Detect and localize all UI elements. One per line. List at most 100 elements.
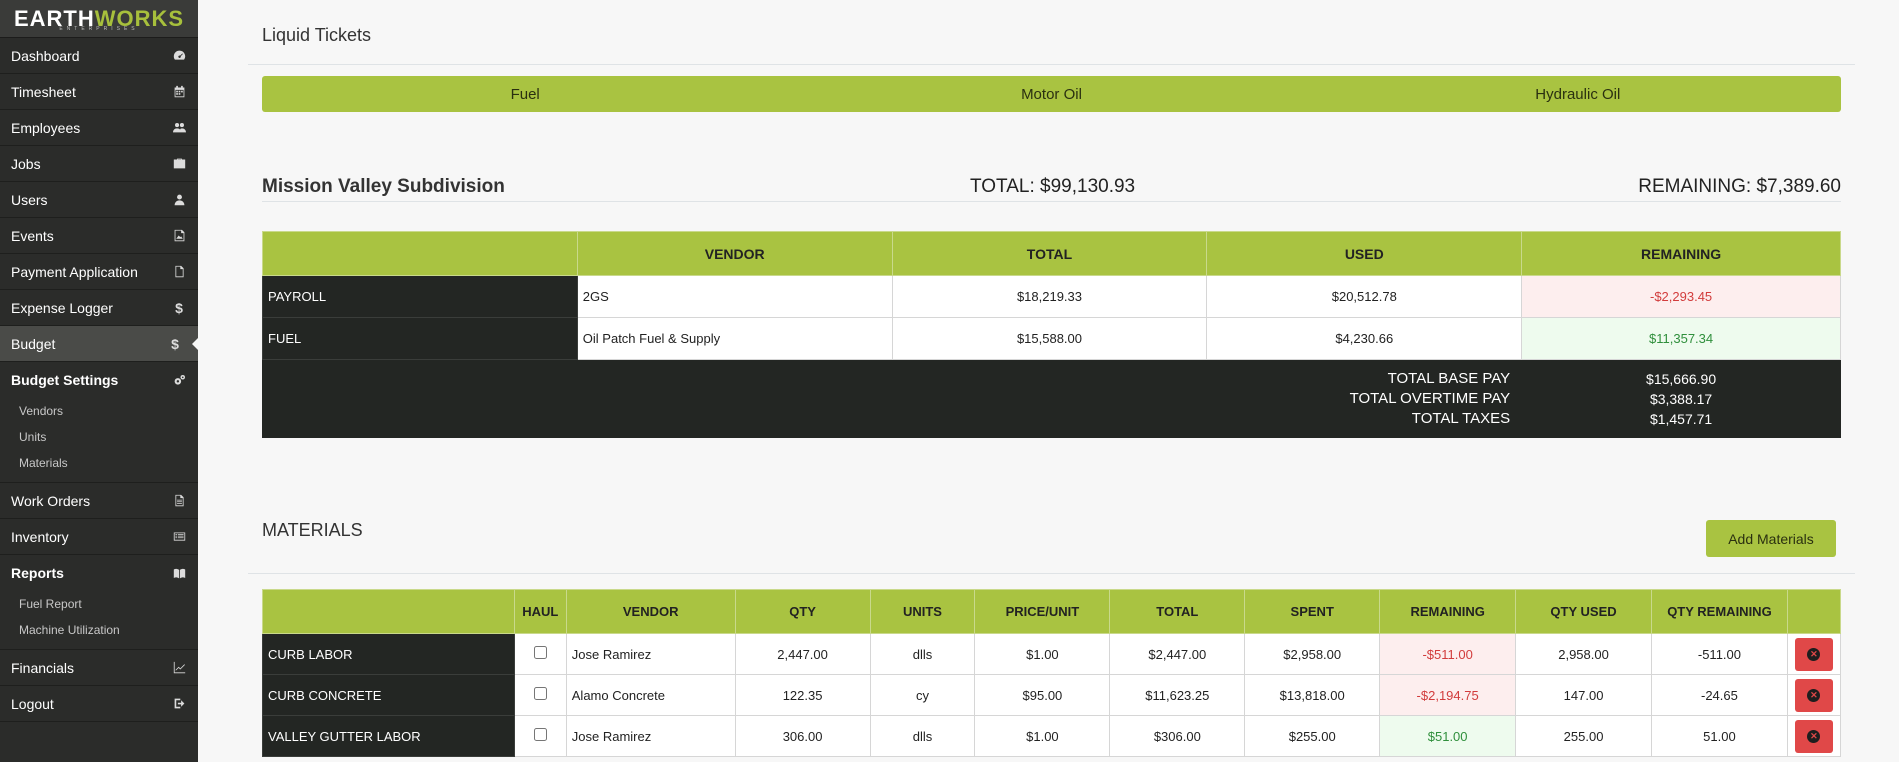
column-header: USED (1206, 231, 1523, 276)
used-cell: $4,230.66 (1206, 317, 1523, 360)
sidebar-item-employees[interactable]: Employees (0, 110, 198, 146)
image-icon (172, 229, 186, 243)
sidebar-item-label: Payment Application (11, 263, 138, 280)
book-icon (172, 566, 186, 580)
column-header (262, 589, 515, 634)
materials-title: MATERIALS (262, 520, 363, 540)
sidebar-item-inventory[interactable]: Inventory (0, 519, 198, 555)
logo[interactable]: EARTHWORKS ENTERPRISES (0, 0, 198, 38)
divider (248, 573, 1855, 574)
sidebar-item-budget-settings[interactable]: Budget Settings (0, 362, 198, 398)
sidebar-item-label: Events (11, 227, 54, 244)
dollar-icon: $ (171, 335, 179, 352)
haul-checkbox[interactable] (533, 646, 547, 659)
remaining-cell: -$2,194.75 (1379, 674, 1517, 716)
delete-button[interactable]: ✕ (1794, 719, 1833, 753)
totals-labels: TOTAL BASE PAY TOTAL OVERTIME PAY TOTAL … (261, 359, 1523, 438)
delete-button[interactable]: ✕ (1794, 678, 1833, 712)
close-circle-icon: ✕ (1807, 647, 1821, 661)
haul-checkbox[interactable] (533, 687, 547, 700)
qty-used-cell: 255.00 (1515, 715, 1652, 757)
price-cell: $95.00 (974, 674, 1111, 716)
column-header: HAUL (513, 589, 567, 634)
table-row: CURB LABOR Jose Ramirez 2,447.00 dlls $1… (262, 633, 1842, 675)
logo-text-right: WORKS (94, 5, 185, 31)
user-icon (172, 193, 186, 207)
line-chart-icon (172, 661, 186, 675)
total-cell: $306.00 (1109, 715, 1246, 757)
tab-hydraulic-oil[interactable]: Hydraulic Oil (1535, 85, 1621, 103)
column-header: PRICE/UNIT (974, 589, 1111, 634)
row-label: FUEL (262, 317, 578, 360)
sidebar-item-users[interactable]: Users (0, 182, 198, 218)
delete-button[interactable]: ✕ (1794, 637, 1833, 671)
sidebar-item-label: Users (11, 191, 48, 208)
column-header: VENDOR (576, 231, 893, 276)
tab-fuel[interactable]: Fuel (510, 85, 540, 103)
sidebar-subitem-machine-utilization[interactable]: Machine Utilization (19, 623, 120, 637)
materials-table: HAUL VENDOR QTY UNITS PRICE/UNIT TOTAL S… (262, 589, 1842, 757)
job-name: Mission Valley Subdivision (262, 175, 505, 197)
sidebar-item-label: Budget Settings (11, 372, 119, 388)
list-icon (172, 530, 186, 544)
job-remaining: REMAINING: $7,389.60 (1638, 175, 1841, 197)
column-header: QTY (734, 589, 871, 634)
vendor-cell: Jose Ramirez (565, 715, 736, 757)
add-materials-button[interactable]: Add Materials (1706, 520, 1836, 557)
sidebar-item-dashboard[interactable]: Dashboard (0, 38, 198, 74)
total-taxes-value: $1,457.71 (1649, 410, 1713, 427)
file-icon (172, 265, 186, 279)
sidebar-item-label: Employees (11, 119, 81, 136)
sidebar-item-label: Financials (11, 659, 75, 676)
dollar-icon: $ (175, 299, 183, 316)
row-label: CURB CONCRETE (262, 674, 515, 716)
table-header-row: HAUL VENDOR QTY UNITS PRICE/UNIT TOTAL S… (262, 589, 1842, 634)
tab-motor-oil[interactable]: Motor Oil (1021, 85, 1082, 103)
close-circle-icon: ✕ (1807, 688, 1821, 702)
spent-cell: $2,958.00 (1244, 633, 1381, 675)
sidebar-item-jobs[interactable]: Jobs (0, 146, 198, 182)
sidebar-subitem-vendors[interactable]: Vendors (19, 404, 64, 418)
units-cell: cy (869, 674, 976, 716)
totals-row: TOTAL BASE PAY TOTAL OVERTIME PAY TOTAL … (261, 359, 1841, 438)
total-overtime-pay-label: TOTAL OVERTIME PAY (1349, 389, 1511, 407)
table-row: CURB CONCRETE Alamo Concrete 122.35 cy $… (262, 674, 1842, 716)
column-header: REMAINING (1379, 589, 1517, 634)
liquid-tabs: Fuel Motor Oil Hydraulic Oil (262, 76, 1841, 112)
sidebar-item-events[interactable]: Events (0, 218, 198, 254)
sidebar-item-timesheet[interactable]: Timesheet (0, 74, 198, 110)
calendar-icon (172, 85, 186, 99)
column-header: TOTAL (1109, 589, 1246, 634)
sidebar-item-financials[interactable]: Financials (0, 650, 198, 686)
table-header-row: VENDOR TOTAL USED REMAINING (262, 231, 1841, 276)
users-icon (172, 121, 186, 135)
total-cell: $18,219.33 (891, 275, 1208, 318)
sidebar-subitem-materials[interactable]: Materials (19, 456, 68, 470)
dashboard-icon (172, 49, 186, 63)
qty-cell: 306.00 (734, 715, 871, 757)
vendor-cell: Oil Patch Fuel & Supply (576, 317, 893, 360)
remaining-cell: -$2,293.45 (1521, 275, 1841, 318)
logo-text-left: EARTH (13, 5, 95, 31)
sidebar-item-budget[interactable]: Budget $ (0, 326, 198, 362)
row-label: CURB LABOR (262, 633, 515, 675)
close-circle-icon: ✕ (1807, 729, 1821, 743)
remaining-cell: -$511.00 (1379, 633, 1517, 675)
qty-remaining-cell: 51.00 (1650, 715, 1788, 757)
haul-checkbox[interactable] (533, 728, 547, 741)
sign-out-icon (172, 697, 186, 711)
table-row: FUEL Oil Patch Fuel & Supply $15,588.00 … (262, 317, 1841, 360)
qty-cell: 2,447.00 (734, 633, 871, 675)
sidebar-item-work-orders[interactable]: Work Orders (0, 483, 198, 519)
sidebar-subitem-fuel-report[interactable]: Fuel Report (19, 597, 82, 611)
sidebar-item-payment-application[interactable]: Payment Application (0, 254, 198, 290)
total-cell: $11,623.25 (1109, 674, 1246, 716)
sidebar-item-reports[interactable]: Reports (0, 555, 198, 591)
sidebar-item-expense-logger[interactable]: Expense Logger $ (0, 290, 198, 326)
sidebar-item-logout[interactable]: Logout (0, 686, 198, 722)
column-header (1786, 589, 1842, 634)
sidebar-subitem-units[interactable]: Units (19, 430, 47, 444)
total-cell: $2,447.00 (1109, 633, 1246, 675)
sidebar-item-label: Logout (11, 695, 54, 712)
total-base-pay-value: $15,666.90 (1646, 370, 1717, 387)
